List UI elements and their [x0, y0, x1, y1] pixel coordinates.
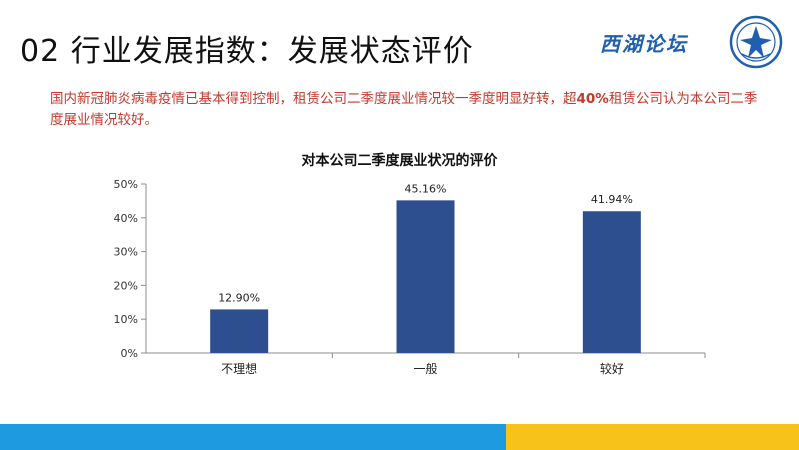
bar-chart: 0% 10% 20% 30% 40% 50% 12.90% 不理想 45.16% 一般 41.94%… [114, 178, 706, 376]
footer-stripe-blue [0, 424, 506, 450]
chart-title: 对本公司二季度展业状况的评价 [301, 153, 498, 169]
y-tick-label: 0% [121, 347, 138, 360]
y-tick-label: 50% [114, 178, 138, 191]
x-tick-label: 不理想 [221, 361, 257, 376]
intro-text-after: 租赁公司认为本公司二季度展业情况较好。 [50, 91, 758, 128]
data-label: 12.90% [218, 291, 260, 304]
intro-text: 国内新冠肺炎病毒疫情已基本得到控制，租赁公司二季度展业情况较一季度明显好转，超4… [50, 89, 770, 131]
intro-highlight: 40% [576, 91, 609, 107]
intro-text-before: 国内新冠肺炎病毒疫情已基本得到控制，租赁公司二季度展业情况较一季度明显好转，超 [50, 91, 577, 107]
y-tick-label: 30% [114, 246, 138, 259]
y-tick-label: 40% [114, 212, 138, 225]
y-tick-label: 20% [114, 279, 138, 292]
footer-stripe-yellow [506, 424, 799, 450]
emblem-icon [729, 15, 783, 69]
bar [582, 211, 641, 353]
bar [210, 309, 269, 353]
data-label: 41.94% [591, 193, 633, 206]
logo-text: 西湖论坛 [600, 32, 688, 56]
logo: 西湖论坛 [590, 14, 790, 69]
y-tick-label: 10% [114, 313, 138, 326]
data-label: 45.16% [405, 182, 447, 195]
bar [396, 200, 455, 353]
x-tick-label: 一般 [413, 361, 437, 376]
x-tick-label: 较好 [600, 361, 624, 376]
page-title: 02 行业发展指数：发展状态评价 [20, 34, 474, 69]
